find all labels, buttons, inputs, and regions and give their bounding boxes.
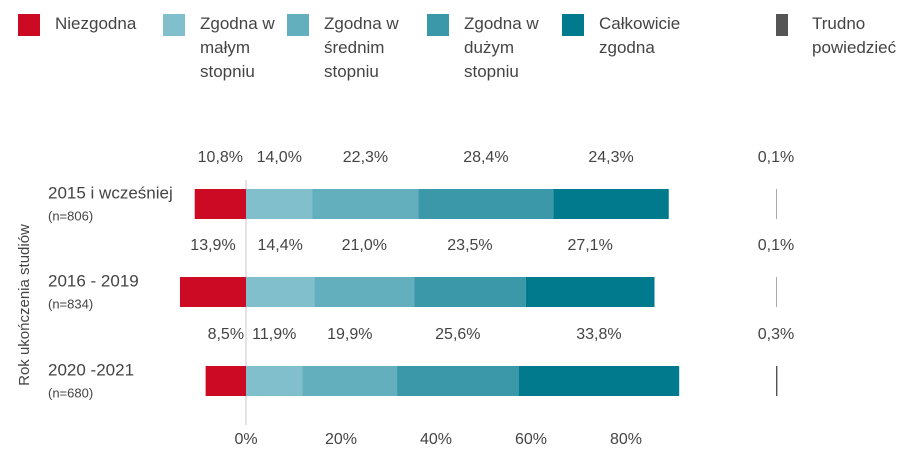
category-label: 2016 - 2019 bbox=[48, 271, 139, 290]
data-label: 21,0% bbox=[342, 237, 387, 254]
data-label: 27,1% bbox=[567, 237, 612, 254]
legend-swatch bbox=[562, 14, 584, 36]
bar bbox=[246, 189, 313, 219]
data-label: 13,9% bbox=[190, 237, 235, 254]
bar bbox=[179, 277, 246, 307]
legend-swatch bbox=[287, 14, 309, 36]
x-tick-label: 20% bbox=[325, 431, 357, 448]
data-label: 22,3% bbox=[343, 149, 388, 166]
bar bbox=[302, 366, 398, 396]
category-note: (n=834) bbox=[48, 296, 93, 311]
legend-swatch bbox=[776, 14, 788, 36]
legend-label: Trudno powiedzieć bbox=[812, 14, 897, 57]
data-label: 8,5% bbox=[208, 326, 244, 343]
bar bbox=[418, 189, 554, 219]
bar bbox=[776, 366, 778, 396]
x-tick-label: 0% bbox=[234, 431, 257, 448]
legend-swatch bbox=[427, 14, 449, 36]
data-label: 24,3% bbox=[588, 149, 633, 166]
bar bbox=[194, 189, 246, 219]
bar bbox=[553, 189, 669, 219]
data-label: 11,9% bbox=[252, 326, 296, 343]
bar bbox=[525, 277, 655, 307]
data-label: 23,5% bbox=[447, 237, 492, 254]
data-label: 14,4% bbox=[258, 237, 303, 254]
data-label: 0,1% bbox=[758, 149, 794, 166]
category-note: (n=680) bbox=[48, 385, 93, 400]
legend-label: Całkowicie zgodna bbox=[599, 14, 681, 57]
data-label: 14,0% bbox=[257, 149, 302, 166]
bar bbox=[518, 366, 680, 396]
data-label: 33,8% bbox=[576, 326, 621, 343]
bar bbox=[776, 189, 777, 219]
data-label: 0,3% bbox=[758, 326, 794, 343]
bar bbox=[246, 366, 303, 396]
data-label: 19,9% bbox=[327, 326, 372, 343]
bar bbox=[414, 277, 526, 307]
bar bbox=[776, 277, 777, 307]
x-tick-label: 40% bbox=[420, 431, 452, 448]
data-label: 28,4% bbox=[463, 149, 508, 166]
bar bbox=[312, 189, 419, 219]
data-label: 10,8% bbox=[198, 149, 243, 166]
category-label: 2015 i wcześniej bbox=[48, 183, 173, 202]
bar bbox=[397, 366, 519, 396]
data-label: 0,1% bbox=[758, 237, 794, 254]
category-label: 2020 -2021 bbox=[48, 360, 134, 379]
bar bbox=[246, 277, 315, 307]
x-tick-label: 80% bbox=[610, 431, 642, 448]
data-label: 25,6% bbox=[435, 326, 480, 343]
legend-swatch bbox=[163, 14, 185, 36]
legend-label: Niezgodna bbox=[55, 14, 137, 33]
bar bbox=[205, 366, 246, 396]
category-note: (n=806) bbox=[48, 208, 93, 223]
x-tick-label: 60% bbox=[515, 431, 547, 448]
bar bbox=[314, 277, 415, 307]
y-axis-label: Rok ukończenia studiów bbox=[16, 224, 33, 386]
legend-label: Zgodna w dużym stopniu bbox=[464, 14, 539, 81]
legend-label: Zgodna w średnim stopniu bbox=[324, 14, 399, 81]
legend-label: Zgodna w małym stopniu bbox=[200, 14, 275, 81]
legend-swatch bbox=[18, 14, 40, 36]
